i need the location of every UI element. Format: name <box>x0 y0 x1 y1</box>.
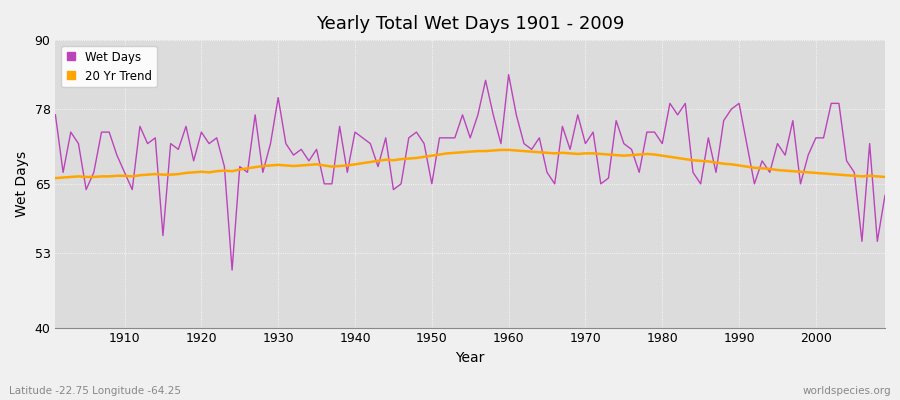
Legend: Wet Days, 20 Yr Trend: Wet Days, 20 Yr Trend <box>61 46 157 87</box>
Title: Yearly Total Wet Days 1901 - 2009: Yearly Total Wet Days 1901 - 2009 <box>316 15 625 33</box>
Text: Latitude -22.75 Longitude -64.25: Latitude -22.75 Longitude -64.25 <box>9 386 181 396</box>
X-axis label: Year: Year <box>455 351 485 365</box>
Y-axis label: Wet Days: Wet Days <box>15 151 29 217</box>
Text: worldspecies.org: worldspecies.org <box>803 386 891 396</box>
